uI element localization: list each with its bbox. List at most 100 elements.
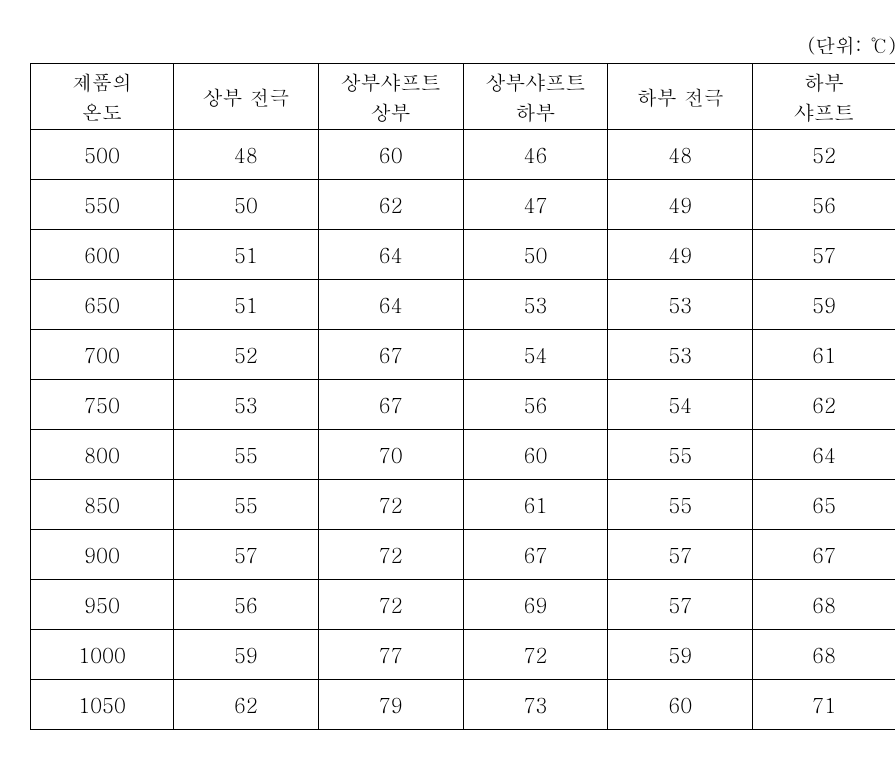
table-cell: 62 <box>174 680 319 730</box>
table-cell: 700 <box>31 330 174 380</box>
table-cell: 72 <box>318 480 463 530</box>
table-cell: 1000 <box>31 630 174 680</box>
table-cell: 57 <box>608 530 753 580</box>
table-cell: 64 <box>318 280 463 330</box>
col-header-1: 상부 전극 <box>174 64 319 130</box>
table-cell: 53 <box>463 280 608 330</box>
table-cell: 48 <box>608 130 753 180</box>
table-cell: 52 <box>753 130 895 180</box>
table-cell: 61 <box>753 330 895 380</box>
col-header-3: 상부샤프트 하부 <box>463 64 608 130</box>
table-cell: 79 <box>318 680 463 730</box>
table-cell: 54 <box>608 380 753 430</box>
table-cell: 62 <box>753 380 895 430</box>
table-cell: 67 <box>318 330 463 380</box>
table-cell: 57 <box>753 230 895 280</box>
table-cell: 59 <box>174 630 319 680</box>
col-header-4-line1: 하부 전극 <box>637 82 724 111</box>
col-header-5-line2: 샤프트 <box>794 97 854 126</box>
col-header-0-line2: 온도 <box>82 97 122 126</box>
table-cell: 68 <box>753 580 895 630</box>
table-row: 7005267545361 <box>31 330 895 380</box>
table-cell: 77 <box>318 630 463 680</box>
table-cell: 64 <box>753 430 895 480</box>
table-cell: 650 <box>31 280 174 330</box>
table-row: 9005772675767 <box>31 530 895 580</box>
table-cell: 57 <box>608 580 753 630</box>
col-header-2: 상부샤프트 상부 <box>318 64 463 130</box>
table-cell: 62 <box>318 180 463 230</box>
col-header-3-line1: 상부샤프트 <box>485 67 585 96</box>
table-row: 9505672695768 <box>31 580 895 630</box>
table-cell: 60 <box>608 680 753 730</box>
table-cell: 53 <box>608 330 753 380</box>
table-row: 8005570605564 <box>31 430 895 480</box>
table-cell: 59 <box>608 630 753 680</box>
table-cell: 56 <box>463 380 608 430</box>
table-row: 7505367565462 <box>31 380 895 430</box>
table-cell: 50 <box>174 180 319 230</box>
table-cell: 60 <box>463 430 608 480</box>
table-cell: 55 <box>174 430 319 480</box>
col-header-1-line1: 상부 전극 <box>203 82 290 111</box>
col-header-0-line1: 제품의 <box>72 67 132 96</box>
table-cell: 46 <box>463 130 608 180</box>
table-cell: 550 <box>31 180 174 230</box>
table-cell: 53 <box>608 280 753 330</box>
table-cell: 67 <box>318 380 463 430</box>
table-cell: 65 <box>753 480 895 530</box>
col-header-2-line2: 상부 <box>371 97 411 126</box>
table-cell: 49 <box>608 230 753 280</box>
table-cell: 71 <box>753 680 895 730</box>
table-cell: 53 <box>174 380 319 430</box>
table-cell: 900 <box>31 530 174 580</box>
table-cell: 950 <box>31 580 174 630</box>
col-header-2-line1: 상부샤프트 <box>341 67 441 96</box>
table-row: 5505062474956 <box>31 180 895 230</box>
col-header-0: 제품의 온도 <box>31 64 174 130</box>
table-row: 10005977725968 <box>31 630 895 680</box>
table-cell: 64 <box>318 230 463 280</box>
table-cell: 72 <box>318 580 463 630</box>
table-cell: 69 <box>463 580 608 630</box>
unit-label: (단위: ℃) <box>30 30 895 63</box>
table-cell: 50 <box>463 230 608 280</box>
table-cell: 51 <box>174 230 319 280</box>
table-cell: 51 <box>174 280 319 330</box>
table-cell: 59 <box>753 280 895 330</box>
table-body: 5004860464852550506247495660051645049576… <box>31 130 895 730</box>
col-header-4: 하부 전극 <box>608 64 753 130</box>
table-cell: 61 <box>463 480 608 530</box>
table-cell: 49 <box>608 180 753 230</box>
table-row: 10506279736071 <box>31 680 895 730</box>
col-header-5-line1: 하부 <box>804 67 844 96</box>
table-cell: 52 <box>174 330 319 380</box>
table-cell: 54 <box>463 330 608 380</box>
table-row: 8505572615565 <box>31 480 895 530</box>
table-cell: 68 <box>753 630 895 680</box>
table-cell: 750 <box>31 380 174 430</box>
table-row: 5004860464852 <box>31 130 895 180</box>
table-cell: 48 <box>174 130 319 180</box>
table-cell: 850 <box>31 480 174 530</box>
table-header-row: 제품의 온도 상부 전극 상부샤프트 상부 상부샤프트 하부 하부 전극 하부 … <box>31 64 895 130</box>
table-row: 6005164504957 <box>31 230 895 280</box>
data-table: 제품의 온도 상부 전극 상부샤프트 상부 상부샤프트 하부 하부 전극 하부 … <box>30 63 895 730</box>
table-cell: 57 <box>174 530 319 580</box>
table-cell: 72 <box>463 630 608 680</box>
table-cell: 55 <box>608 480 753 530</box>
table-cell: 55 <box>174 480 319 530</box>
col-header-3-line2: 하부 <box>515 97 555 126</box>
table-cell: 800 <box>31 430 174 480</box>
table-cell: 67 <box>753 530 895 580</box>
table-cell: 47 <box>463 180 608 230</box>
table-cell: 600 <box>31 230 174 280</box>
table-row: 6505164535359 <box>31 280 895 330</box>
table-cell: 70 <box>318 430 463 480</box>
table-cell: 56 <box>753 180 895 230</box>
table-cell: 60 <box>318 130 463 180</box>
table-cell: 73 <box>463 680 608 730</box>
table-cell: 55 <box>608 430 753 480</box>
table-cell: 72 <box>318 530 463 580</box>
table-cell: 1050 <box>31 680 174 730</box>
